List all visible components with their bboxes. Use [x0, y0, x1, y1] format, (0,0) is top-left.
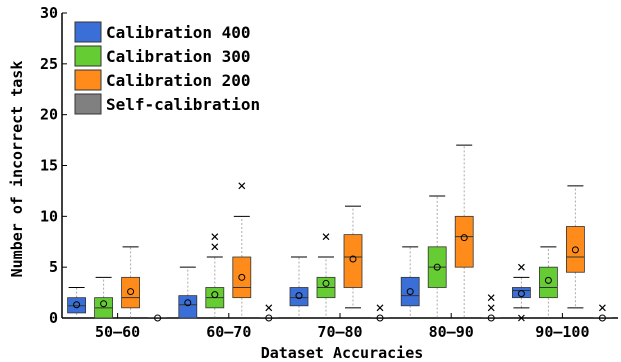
- mean-marker: [487, 314, 495, 322]
- mean-marker: [211, 291, 219, 299]
- y-tick-label: 10: [40, 207, 58, 225]
- mean-marker: [598, 314, 606, 322]
- outlier-marker: [487, 304, 495, 312]
- legend-swatch: [74, 21, 102, 43]
- box-self-calibration: [148, 314, 168, 322]
- mean-marker: [460, 234, 468, 242]
- outlier-marker: [238, 182, 246, 190]
- x-tick-label: 80–90: [429, 323, 474, 341]
- box-self-calibration: [593, 304, 612, 322]
- mean-marker: [238, 273, 246, 281]
- box-calibration-400: [67, 287, 86, 319]
- box-calibration-200: [121, 246, 140, 319]
- box-iqr: [454, 215, 474, 268]
- x-tick-label: 50–60: [95, 323, 140, 341]
- box-calibration-300: [205, 233, 225, 319]
- box-iqr: [121, 276, 140, 309]
- mean-marker: [184, 299, 192, 307]
- x-axis-label: Dataset Accuracies: [261, 344, 424, 362]
- x-tick-label: 70–80: [317, 323, 362, 341]
- box-calibration-300: [94, 276, 113, 319]
- box-self-calibration: [259, 304, 279, 322]
- box-iqr: [400, 276, 420, 307]
- mean-marker: [73, 301, 81, 309]
- mean-marker: [406, 288, 414, 296]
- y-tick-label: 15: [40, 157, 58, 175]
- x-tick-label: 60–70: [206, 323, 251, 341]
- y-tick-label: 5: [49, 258, 58, 276]
- mean-marker: [349, 255, 357, 263]
- outlier-marker: [265, 304, 273, 312]
- box-calibration-300: [427, 195, 447, 319]
- mean-marker: [100, 300, 108, 308]
- box-calibration-400: [178, 266, 198, 319]
- box-iqr: [67, 297, 86, 314]
- box-iqr: [539, 266, 558, 299]
- box-calibration-400: [512, 263, 531, 322]
- box-calibration-400: [400, 246, 420, 319]
- box-iqr: [512, 287, 531, 299]
- box-calibration-300: [539, 246, 558, 319]
- y-tick-label: 25: [40, 55, 58, 73]
- mean-marker: [571, 246, 579, 254]
- legend-label: Self-calibration: [106, 95, 260, 114]
- box-calibration-300: [316, 233, 336, 319]
- legend-label: Calibration 300: [106, 47, 251, 66]
- box-iqr: [178, 295, 198, 319]
- y-tick-label: 20: [40, 106, 58, 124]
- box-calibration-200: [566, 185, 585, 309]
- box-iqr: [566, 226, 585, 273]
- outlier-marker: [211, 243, 219, 251]
- mean-marker: [544, 276, 552, 284]
- mean-marker: [154, 314, 162, 322]
- x-tick-label: 90–100: [535, 323, 589, 341]
- outlier-marker: [211, 233, 219, 241]
- outlier-marker: [376, 304, 384, 312]
- outlier-marker: [517, 263, 525, 271]
- box-iqr: [232, 256, 252, 299]
- legend-swatch: [74, 69, 102, 91]
- box-calibration-200: [232, 182, 252, 319]
- mean-marker: [295, 292, 303, 300]
- y-axis-ticks: 0 5 10 15 20 25 30: [40, 4, 67, 327]
- box-calibration-200: [454, 144, 474, 319]
- y-tick-label: 30: [40, 4, 58, 22]
- box-iqr: [289, 287, 309, 307]
- x-axis-ticks: 50–60 60–70 70–80 80–90 90–100: [95, 313, 589, 341]
- mean-marker: [265, 314, 273, 322]
- legend: Calibration 400 Calibration 300 Calibratio…: [74, 21, 260, 115]
- outlier-marker: [517, 314, 525, 322]
- legend-label: Calibration 400: [106, 23, 251, 42]
- box-self-calibration: [370, 304, 390, 322]
- legend-swatch: [74, 93, 102, 115]
- y-tick-label: 0: [49, 309, 58, 327]
- mean-marker: [322, 279, 330, 287]
- box-calibration-200: [343, 205, 363, 309]
- box-iqr: [343, 234, 363, 288]
- y-axis-label: Number of incorrect task: [8, 61, 26, 278]
- box-self-calibration: [481, 294, 501, 322]
- legend-label: Calibration 200: [106, 71, 251, 90]
- outlier-marker: [322, 233, 330, 241]
- mean-marker: [127, 288, 135, 296]
- mean-marker: [433, 263, 441, 271]
- outlier-marker: [598, 304, 606, 312]
- box-calibration-400: [289, 256, 309, 319]
- mean-marker: [376, 314, 384, 322]
- plot-area: [61, 13, 618, 322]
- mean-marker: [517, 290, 525, 298]
- outlier-marker: [487, 294, 495, 302]
- legend-swatch: [74, 45, 102, 67]
